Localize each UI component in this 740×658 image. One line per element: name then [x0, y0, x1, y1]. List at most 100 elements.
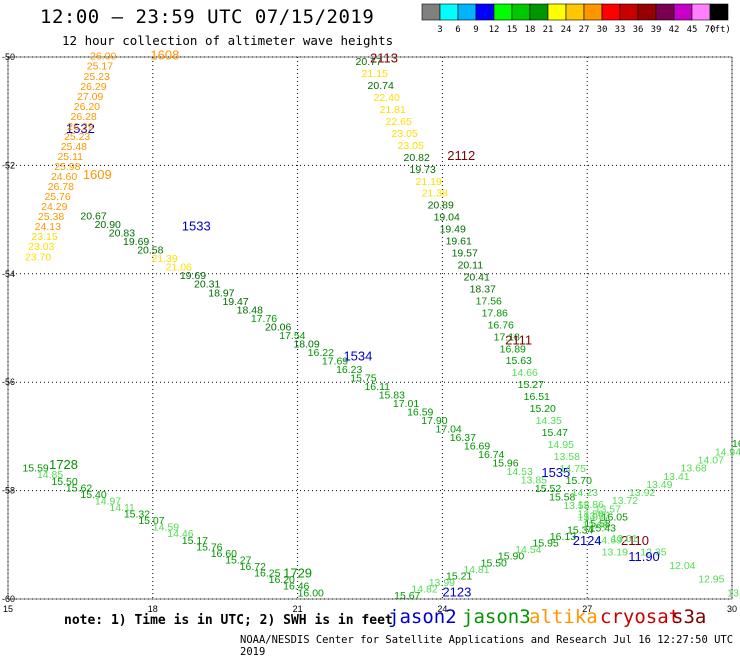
wave-height-point: 19.61 [446, 236, 472, 248]
scale-label: 33 [615, 25, 626, 35]
wave-height-point: 14.81 [463, 564, 489, 576]
wave-height-point: 24.60 [51, 171, 77, 183]
wave-height-point: 23.05 [392, 128, 418, 140]
wave-height-point: 20.74 [368, 80, 394, 92]
track-label: 1609 [83, 167, 112, 182]
wave-height-point: 15.96 [492, 458, 518, 470]
wave-height-point: 21.06 [166, 262, 192, 274]
wave-height-point: 13.07 [578, 511, 604, 523]
wave-height-point: 14.82 [411, 583, 437, 595]
wave-height-point: 20.58 [137, 245, 163, 257]
color-scale: 3 6 9 12 15 18 21 24 27 30 33 36 39 42 45 70(ft) [421, 3, 731, 35]
wave-height-point: 15.27 [518, 379, 544, 391]
wave-height-point: 17.90 [421, 415, 447, 427]
footer-credit: NOAA/NESDIS Center for Satellite Applica… [240, 634, 734, 658]
wave-height-point: 20.82 [404, 152, 430, 164]
wave-height-point: 15.90 [498, 551, 524, 563]
x-tick-label: 18 [148, 604, 158, 614]
wave-height-point: 16.13 [550, 531, 576, 543]
wave-height-point: 14.85 [37, 469, 63, 481]
wave-height-point: 13.50 [578, 509, 604, 521]
wave-height-point: 18.48 [237, 304, 263, 316]
wave-height-point: 16.25 [254, 568, 280, 580]
track-label: 2123 [442, 584, 471, 599]
scale-label: 6 [455, 25, 460, 35]
legend-cryosat: cryosat [600, 606, 681, 628]
wave-height-point: 27.09 [77, 91, 103, 103]
wave-height-point: 21.39 [151, 253, 177, 265]
wave-height-point: 15.47 [542, 427, 568, 439]
wave-height-point: 18.37 [470, 283, 496, 295]
wave-height-point: 26.00 [90, 51, 116, 63]
wave-height-point: 15.58 [584, 518, 610, 530]
wave-height-point: 24.29 [41, 201, 67, 213]
wave-height-point: 14.75 [560, 463, 586, 475]
scale-label: (ft) [709, 25, 731, 35]
scale-label: 9 [473, 25, 478, 35]
wave-height-point: 16.74 [478, 449, 504, 461]
wave-height-point: 18.09 [293, 338, 319, 350]
y-tick-label: -52 [2, 160, 15, 170]
wave-height-point: 25.23 [84, 71, 110, 83]
wave-height-point: 25.17 [87, 61, 113, 73]
wave-height-point: 13.57 [584, 511, 610, 523]
wave-height-point: 15.32 [124, 509, 150, 521]
wave-height-point: 20.11 [458, 260, 484, 272]
wave-height-point: 15.50 [51, 476, 77, 488]
wave-height-point: 15.76 [196, 541, 222, 553]
wave-height-point: 15.07 [138, 515, 164, 527]
wave-height-point: 13.49 [646, 479, 672, 491]
wave-height-point: 16.22 [308, 347, 334, 359]
wave-height-point: 14.95 [548, 439, 574, 451]
wave-height-point: 15.52 [535, 483, 561, 495]
wave-height-point: 26.28 [71, 111, 97, 123]
wave-height-point: 19.49 [440, 224, 466, 236]
wave-height-point: 14.11 [109, 502, 135, 514]
track-label: 1534 [343, 349, 372, 364]
wave-height-point: 17.56 [476, 295, 502, 307]
wave-height-point: 23.15 [31, 231, 57, 243]
track-label: 11.90 [628, 549, 660, 564]
wave-height-point: 19.04 [434, 212, 460, 224]
scale-label: 70 [705, 25, 716, 35]
x-tick-label: 21 [293, 604, 303, 614]
wave-height-point: 13.92 [629, 487, 655, 499]
scale-label: 39 [651, 25, 662, 35]
wave-height-point: 13.99 [429, 577, 455, 589]
wave-height-point: 20.89 [428, 200, 454, 212]
wave-height-point: 13.58 [554, 451, 580, 463]
wave-height-point: 14.07 [698, 455, 724, 467]
track-label: 1729 [283, 565, 312, 580]
scale-label: 3 [437, 25, 442, 35]
wave-height-point: 14.53 [507, 466, 533, 478]
wave-height-point: 16.59 [407, 406, 433, 418]
wave-height-point: 14.66 [512, 367, 538, 379]
wave-height-point: 14.94 [715, 446, 740, 458]
wave-height-point: 15.83 [379, 389, 405, 401]
wave-height-point: 16.11 [364, 381, 390, 393]
track-label: 2110 [621, 533, 649, 548]
wave-height-point: 20.41 [464, 271, 490, 283]
wave-height-point: 19.69 [180, 270, 206, 282]
wave-height-point: 17.76 [251, 313, 277, 325]
wave-height-point: 16.05 [602, 511, 628, 523]
y-tick-label: -58 [2, 486, 15, 496]
wave-height-point: 15.67 [394, 590, 420, 602]
wave-height-point: 16.72 [240, 561, 266, 573]
wave-height-point: 19.47 [222, 296, 248, 308]
wave-height-point: 25.23 [64, 131, 90, 143]
wave-height-point: 15.70 [566, 475, 592, 487]
wave-height-point: 20.06 [265, 321, 291, 333]
wave-height-point: 14.69 [596, 535, 622, 547]
wave-height-point: 16.79 [732, 438, 740, 450]
wave-height-point: 17.86 [482, 307, 508, 319]
wave-height-point: 14.97 [95, 495, 121, 507]
wave-height-point: 23.70 [25, 251, 51, 263]
wave-height-point: 17.54 [279, 330, 305, 342]
x-tick-label: 30 [727, 604, 737, 614]
wave-height-point: 24.13 [35, 221, 61, 233]
wave-height-point: 16.20 [269, 574, 295, 586]
footer-note: note: 1) Time is in UTC; 2) SWH is in fe… [64, 613, 393, 628]
wave-height-point: 17.04 [436, 424, 462, 436]
